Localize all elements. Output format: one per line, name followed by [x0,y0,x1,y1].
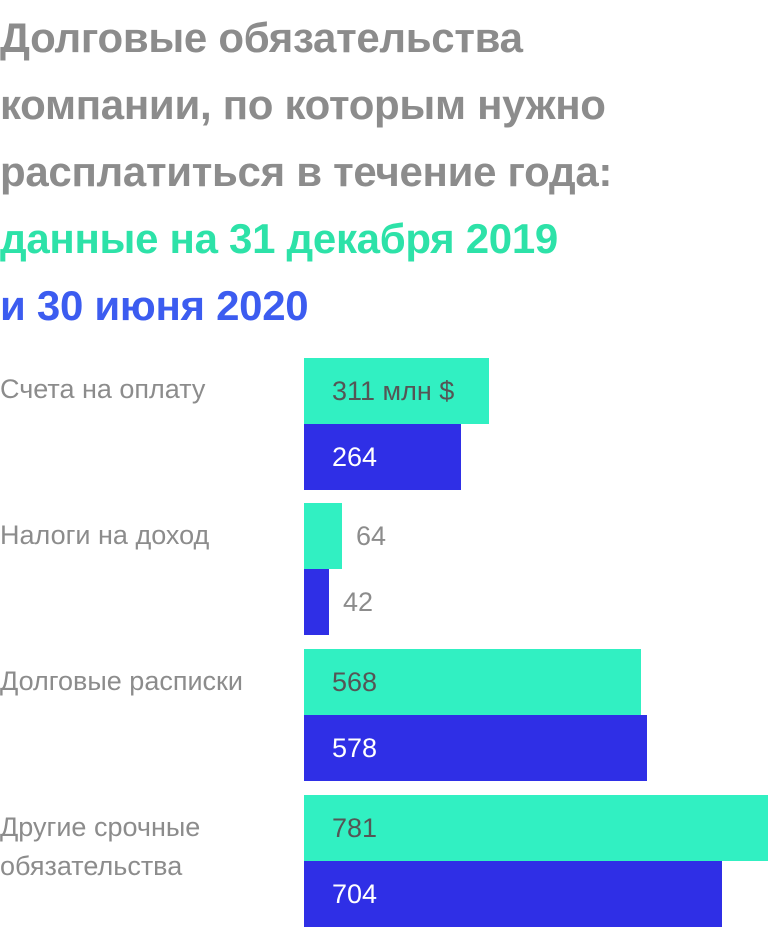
bar [304,503,342,569]
category-label: Налоги на доход [0,520,210,550]
bar [304,795,768,861]
title-line-1: Долговые обязательства [0,14,523,61]
bar [304,861,722,927]
bar [304,715,647,781]
data-label: 781 [332,813,378,843]
data-label: 264 [332,442,378,472]
data-label: 578 [332,733,378,763]
bar [304,358,489,424]
category-label: обязательства [0,851,183,881]
title-line-4: данные на 31 декабря 2019 [0,215,558,262]
bar [304,569,329,635]
bar [304,424,461,490]
data-label: 568 [332,667,378,697]
data-label: 704 [332,879,378,909]
data-label: 42 [343,587,374,617]
title-line-3: расплатиться в течение года: [0,148,613,195]
category-label: Долговые расписки [0,666,243,696]
category-label: Другие срочные [0,812,201,842]
title-line-2: компании, по которым нужно [0,81,606,128]
title-line-5: и 30 июня 2020 [0,282,309,329]
chart-title: Долговые обязательства компании, по котор… [0,4,768,339]
category-label: Счета на оплату [0,374,206,404]
data-label: 311 млн $ [332,376,455,406]
bar [304,649,641,715]
data-label: 64 [356,521,387,551]
